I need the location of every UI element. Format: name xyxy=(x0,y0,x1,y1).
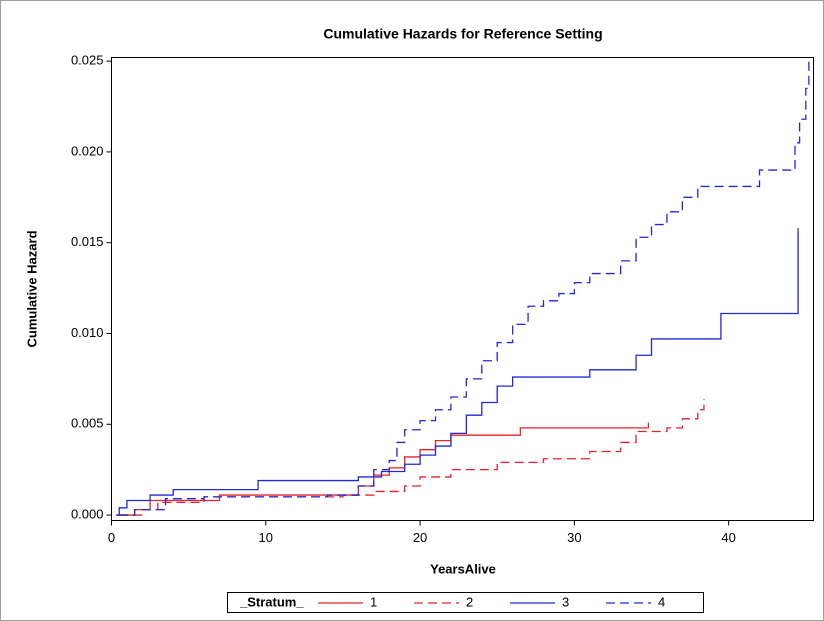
legend-label: 1 xyxy=(370,594,377,609)
y-tick-label: 0.010 xyxy=(71,325,104,340)
x-tick-label: 10 xyxy=(259,530,273,545)
x-tick-label: 40 xyxy=(721,530,735,545)
y-tick-label: 0.005 xyxy=(71,416,104,431)
y-tick-label: 0.020 xyxy=(71,143,104,158)
x-tick-label: 20 xyxy=(413,530,427,545)
legend-label: 2 xyxy=(466,594,473,609)
legend-label: 3 xyxy=(562,594,569,609)
y-tick-label: 0.025 xyxy=(71,53,104,68)
y-axis-label: Cumulative Hazard xyxy=(24,230,39,347)
series-line xyxy=(116,228,799,516)
legend-label: 4 xyxy=(658,594,665,609)
y-tick-label: 0.000 xyxy=(71,506,104,521)
x-tick-label: 0 xyxy=(108,530,115,545)
plot-area xyxy=(111,57,814,521)
x-tick-label: 30 xyxy=(567,530,581,545)
x-axis-label: YearsAlive xyxy=(430,561,496,576)
series-line xyxy=(119,61,810,516)
legend-box xyxy=(227,592,704,613)
chart-title: Cumulative Hazards for Reference Setting xyxy=(323,26,602,42)
legend-title: _Stratum_ xyxy=(239,594,304,609)
y-tick-label: 0.015 xyxy=(71,234,104,249)
